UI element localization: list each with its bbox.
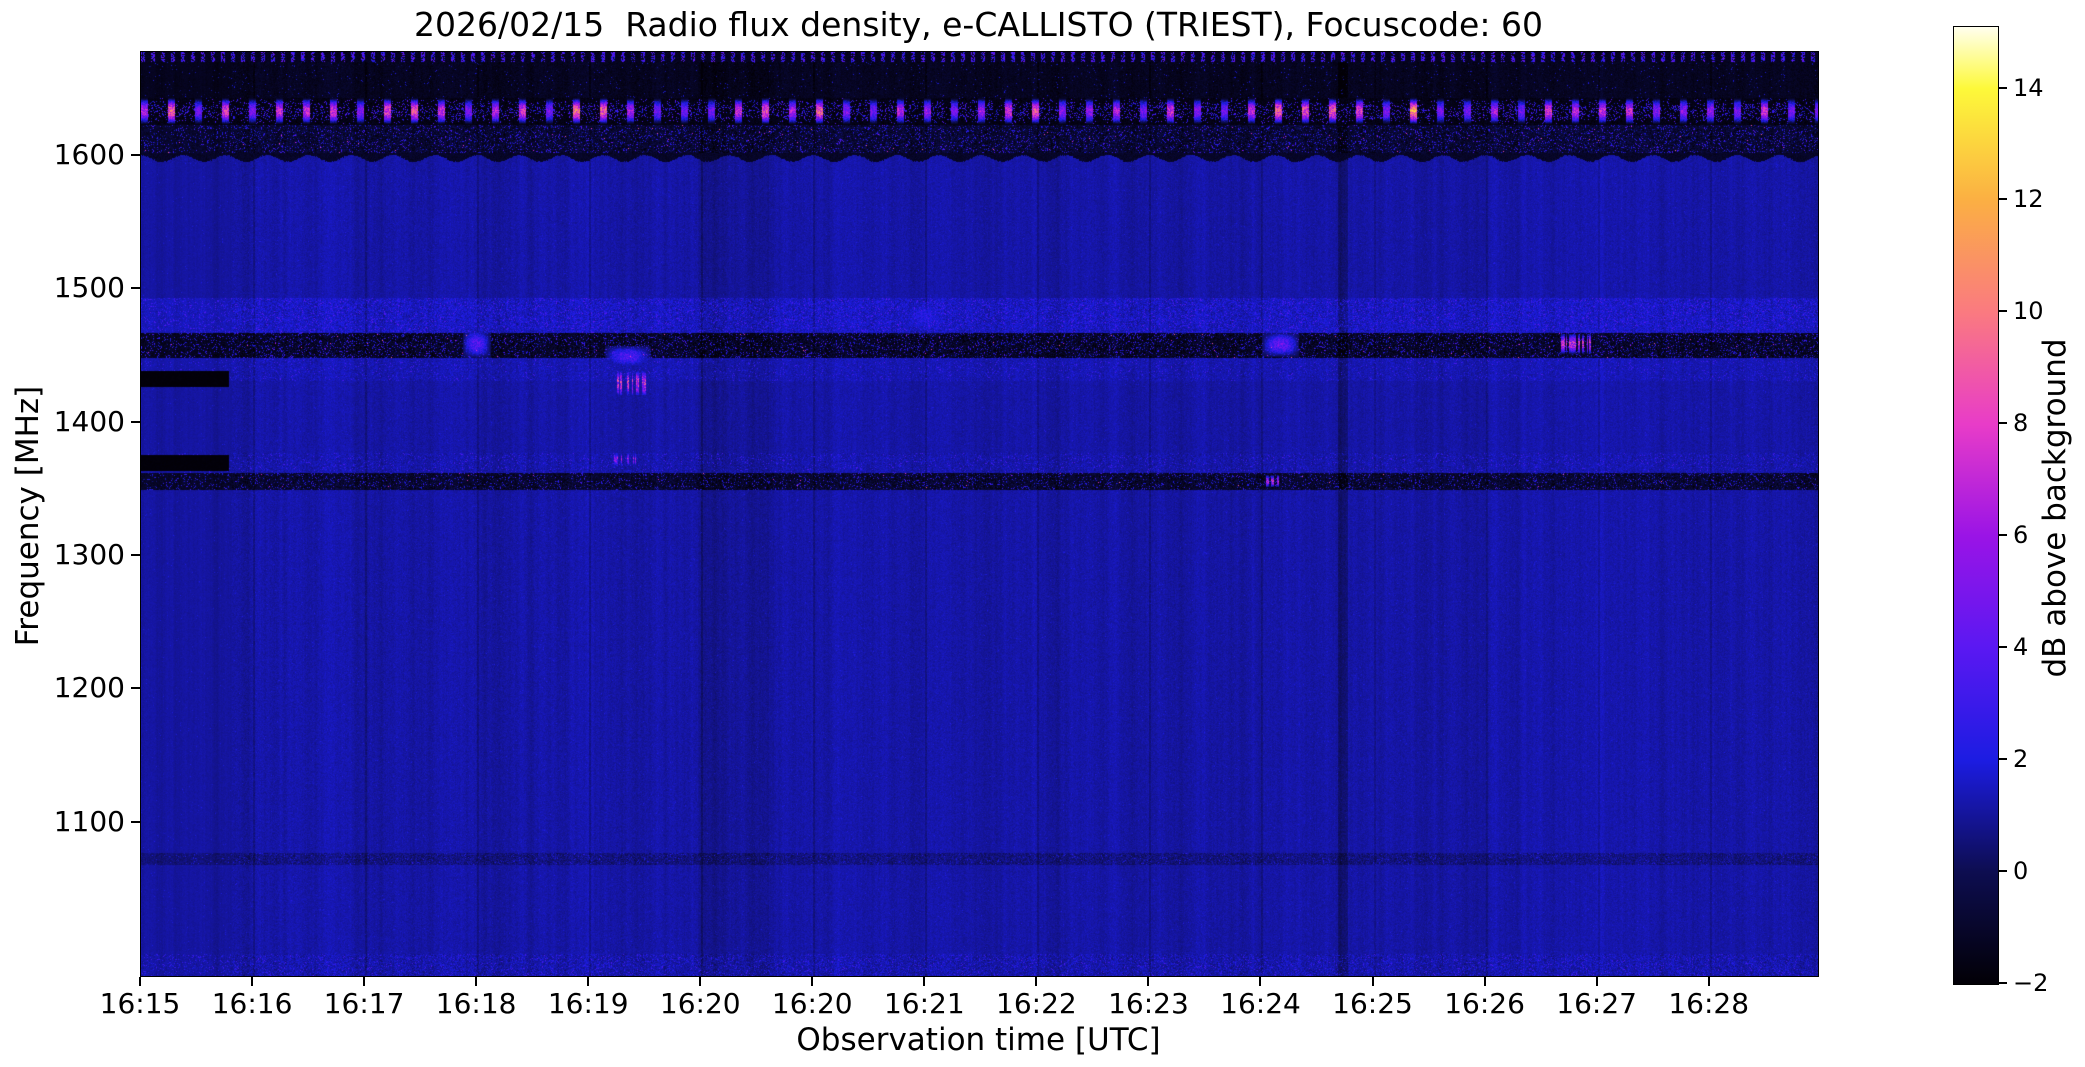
x-tick <box>139 977 141 986</box>
x-tick <box>475 977 478 986</box>
y-tick <box>131 287 140 290</box>
y-tick <box>131 820 140 823</box>
x-tick-label: 16:18 <box>435 987 517 1020</box>
colorbar-tick <box>1999 646 2007 649</box>
x-tick <box>587 977 590 986</box>
y-tick <box>131 154 140 156</box>
x-tick-label: 16:25 <box>1332 987 1413 1020</box>
x-tick <box>363 977 366 986</box>
y-tick <box>131 687 140 690</box>
colorbar-tick <box>1999 422 2007 425</box>
y-axis-label: Frequency [MHz] <box>10 385 46 647</box>
y-tick-label: 1600 <box>53 138 125 171</box>
x-tick <box>1595 977 1598 986</box>
x-tick <box>1371 977 1374 986</box>
y-tick <box>131 554 140 556</box>
x-tick-label: 16:20 <box>771 987 853 1020</box>
x-tick-label: 16:24 <box>1220 987 1301 1020</box>
y-tick-label: 1200 <box>53 671 125 705</box>
y-tick <box>131 420 140 423</box>
colorbar-tick-label: 0 <box>2013 857 2029 886</box>
colorbar-tick <box>1999 86 2007 89</box>
colorbar-tick <box>1999 310 2007 313</box>
colorbar-label: dB above background <box>2037 338 2073 678</box>
colorbar-tick-label: 10 <box>2013 297 2044 326</box>
colorbar-tick-label: 12 <box>2013 185 2044 214</box>
x-tick-label: 16:26 <box>1444 987 1525 1020</box>
x-tick-label: 16:17 <box>323 987 405 1020</box>
y-tick-label: 1400 <box>53 404 125 438</box>
spectrogram-plot-area <box>140 51 1819 977</box>
x-tick <box>1035 977 1038 986</box>
x-tick-label: 16:27 <box>1556 987 1637 1020</box>
colorbar-gradient <box>1954 27 1998 984</box>
x-tick-label: 16:19 <box>547 987 629 1020</box>
x-tick <box>1483 977 1486 986</box>
x-tick-label: 16:21 <box>883 987 965 1020</box>
x-tick <box>1259 977 1262 986</box>
colorbar-tick-label: −2 <box>2013 969 2049 997</box>
colorbar-tick-label: 6 <box>2013 521 2029 550</box>
colorbar-tick-label: 8 <box>2013 409 2029 438</box>
x-tick-label: 16:23 <box>1108 987 1189 1020</box>
x-tick-label: 16:16 <box>211 987 293 1020</box>
x-tick-label: 16:28 <box>1668 987 1750 1020</box>
y-tick-label: 1300 <box>53 538 125 571</box>
x-tick-label: 16:20 <box>659 987 741 1020</box>
x-tick <box>1707 977 1710 986</box>
colorbar-tick <box>1999 198 2007 201</box>
colorbar-tick <box>1999 982 2007 984</box>
y-tick-label: 1100 <box>53 804 125 838</box>
x-tick <box>923 977 926 986</box>
colorbar-tick <box>1999 870 2007 873</box>
colorbar-tick-label: 14 <box>2013 73 2044 102</box>
x-tick <box>699 977 702 986</box>
plot-title: 2026/02/15 Radio flux density, e-CALLIST… <box>414 5 1543 44</box>
x-tick <box>1147 977 1150 986</box>
x-tick-label: 16:15 <box>99 987 181 1020</box>
colorbar <box>1953 26 1999 985</box>
colorbar-tick <box>1999 534 2007 537</box>
colorbar-tick-label: 2 <box>2013 745 2029 774</box>
x-tick <box>251 977 254 986</box>
colorbar-tick-label: 4 <box>2013 633 2029 662</box>
colorbar-tick <box>1999 758 2007 761</box>
x-tick-label: 16:22 <box>996 987 1077 1020</box>
y-tick-label: 1500 <box>53 271 125 305</box>
spectrogram-heatmap-canvas <box>141 52 1818 976</box>
x-axis-label: Observation time [UTC] <box>796 1022 1161 1058</box>
x-tick <box>811 977 814 986</box>
